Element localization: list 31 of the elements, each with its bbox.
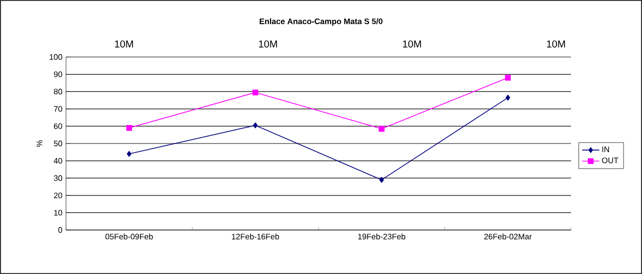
x-tick-label: 05Feb-09Feb: [105, 234, 153, 240]
point: [378, 126, 385, 132]
point: [379, 176, 384, 183]
y-tick-label: 0: [58, 227, 62, 233]
y-tick-label: 60: [54, 123, 62, 130]
x-tick-label: 26Feb-02Mar: [484, 234, 532, 240]
point: [252, 90, 258, 96]
point: [504, 74, 511, 81]
point: [506, 94, 510, 101]
y-tick-label: 30: [54, 175, 62, 181]
y-tick-label: 90: [54, 71, 62, 78]
y-tick-label: 100: [50, 54, 62, 60]
y-tick-label: 40: [54, 158, 62, 164]
point: [126, 125, 132, 131]
text: 10M: [115, 40, 133, 48]
text: 10M: [547, 40, 565, 48]
point: [126, 150, 132, 157]
x-tick-label: 19Feb-23Feb: [358, 234, 406, 240]
y-tick-label: 10: [54, 210, 62, 216]
chart-title: Enlace Anaco-Campo Mata S 5/0: [260, 18, 382, 26]
text: 10M: [403, 40, 421, 48]
y-axis-title: %: [36, 140, 42, 147]
y-tick-label: 50: [54, 140, 62, 146]
text: 10M: [259, 40, 277, 48]
y-tick-label: 80: [54, 88, 62, 94]
y-tick-label: 20: [54, 192, 62, 198]
legend-label: OUT: [602, 158, 618, 164]
legend-label: IN: [602, 146, 609, 152]
x-tick-label: 12Feb-16Feb: [232, 234, 280, 240]
point: [253, 122, 258, 128]
y-tick-label: 70: [54, 106, 62, 112]
